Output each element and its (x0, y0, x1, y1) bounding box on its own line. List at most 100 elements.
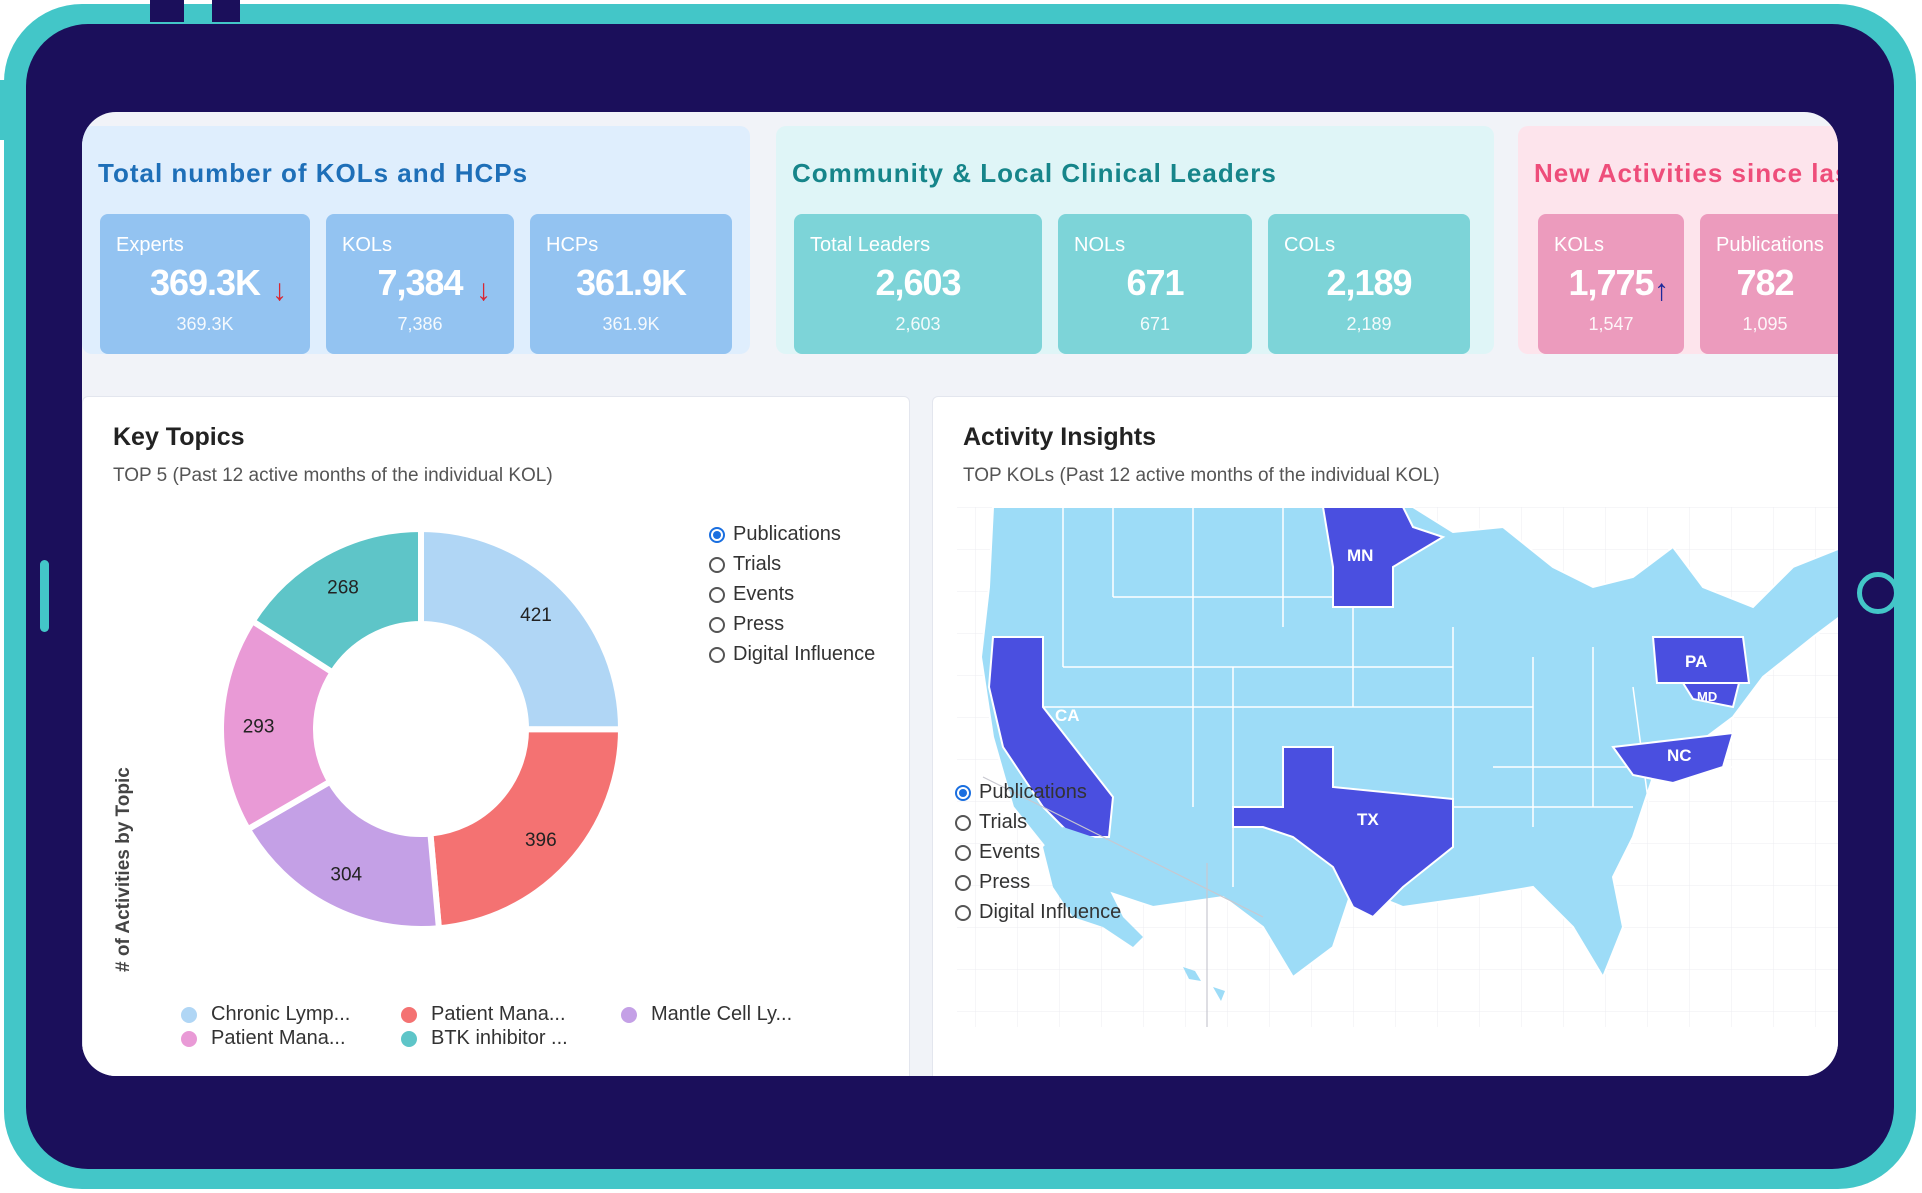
card-label: Experts (116, 234, 184, 256)
card-value: 369.3K (149, 262, 261, 303)
frame-notch (212, 0, 240, 22)
radio-button[interactable] (709, 616, 725, 633)
side-button (40, 560, 49, 632)
card-subvalue: 2,189 (1346, 314, 1392, 334)
radio-option-trials[interactable]: Trials (955, 811, 1027, 834)
slice-value-label: 304 (330, 864, 362, 885)
arrow-down-icon: ↓ (476, 274, 491, 307)
state-ak[interactable] (1043, 827, 1143, 947)
radio-label: Trials (979, 811, 1028, 833)
radio-option-press[interactable]: Press (709, 613, 784, 636)
state-label: CA (1055, 706, 1080, 725)
radio-button[interactable] (955, 874, 971, 891)
legend-label: Mantle Cell Ly... (651, 1003, 793, 1025)
radio-option-publications[interactable]: Publications (709, 523, 841, 546)
card-value: 782 (1736, 262, 1794, 303)
card-subvalue: 1,547 (1588, 314, 1634, 334)
radio-button[interactable] (955, 814, 971, 831)
radio-option-digital-influence[interactable]: Digital Influence (955, 901, 1121, 924)
legend-swatch (401, 1006, 417, 1023)
card-subvalue: 361.9K (602, 314, 660, 334)
card-label: COLs (1284, 234, 1336, 256)
card-label: KOLs (1554, 234, 1605, 256)
kpi-group-title: Community & Local Clinical Leaders (792, 158, 1277, 188)
state-tx[interactable] (1232, 746, 1454, 919)
radio-label: Events (733, 583, 795, 605)
slice-value-label: 421 (520, 605, 552, 626)
radio-option-publications[interactable]: Publications (955, 781, 1087, 804)
card-subvalue: 7,386 (397, 314, 443, 334)
legend-item[interactable]: BTK inhibitor ... (401, 1027, 568, 1050)
legend-label: Chronic Lymp... (211, 1003, 351, 1025)
card-label: KOLs (342, 234, 393, 256)
legend-item[interactable]: Chronic Lymp... (181, 1003, 350, 1026)
radio-option-press[interactable]: Press (955, 871, 1030, 894)
radio-option-events[interactable]: Events (955, 841, 1040, 864)
kpi-group-community: Community & Local Clinical Leaders Total… (776, 126, 1494, 354)
slice-value-label: 293 (243, 716, 275, 737)
frame-edge (0, 80, 22, 140)
state-mn[interactable] (1321, 507, 1446, 608)
legend-item[interactable]: Mantle Cell Ly... (621, 1003, 792, 1026)
radio-button[interactable] (709, 526, 725, 543)
radio-option-digital-influence[interactable]: Digital Influence (709, 643, 875, 666)
donut-slice[interactable] (427, 726, 625, 932)
radio-label: Press (733, 613, 785, 635)
card-label: Publications (1716, 234, 1824, 256)
radio-button[interactable] (955, 784, 971, 801)
kpi-card-new-publications[interactable]: Publications 782 1,095 (1700, 214, 1838, 354)
radio-button[interactable] (709, 586, 725, 603)
legend-item[interactable]: Patient Mana... (401, 1003, 566, 1026)
legend-item[interactable]: Patient Mana... (181, 1027, 346, 1050)
kpi-card-hcps[interactable]: HCPs 361.9K 361.9K (530, 214, 732, 354)
radio-button[interactable] (709, 556, 725, 573)
state-label: MD (1697, 689, 1717, 704)
activity-insights-title: Activity Insights (963, 423, 1157, 451)
kpi-card-new-kols[interactable]: KOLs 1,775 1,547 ↑ (1538, 214, 1684, 354)
kpi-card-cols[interactable]: COLs 2,189 2,189 (1268, 214, 1470, 354)
radio-label: Trials (733, 553, 782, 575)
card-value: 361.9K (575, 262, 687, 303)
state-label: MN (1347, 546, 1373, 565)
radio-label: Digital Influence (979, 901, 1122, 923)
us-map: MN PA MD CA NC TX (957, 507, 1838, 1027)
card-value: 671 (1126, 262, 1184, 303)
radio-option-events[interactable]: Events (709, 583, 794, 606)
kpi-group-title: New Activities since las (1534, 158, 1838, 188)
card-label: Total Leaders (810, 234, 931, 256)
inset-divider (982, 776, 1264, 1027)
donut-slice[interactable] (248, 525, 424, 677)
arrow-down-icon: ↓ (272, 274, 287, 307)
kpi-card-total-leaders[interactable]: Total Leaders 2,603 2,603 (794, 214, 1042, 354)
legend-swatch (181, 1006, 197, 1023)
legend-label: BTK inhibitor ... (431, 1027, 568, 1049)
state-hi[interactable] (1183, 967, 1225, 1001)
kpi-card-kols[interactable]: KOLs 7,384 7,386 ↓ (326, 214, 514, 354)
donut-slice[interactable] (418, 525, 625, 733)
card-subvalue: 2,603 (895, 314, 941, 334)
y-axis-label: # of Activities by Topic (113, 767, 134, 972)
legend-label: Patient Mana... (211, 1027, 346, 1049)
kpi-card-nols[interactable]: NOLs 671 671 (1058, 214, 1252, 354)
radio-button[interactable] (709, 646, 725, 663)
radio-button[interactable] (955, 904, 971, 921)
radio-option-trials[interactable]: Trials (709, 553, 781, 576)
legend-label: Patient Mana... (431, 1003, 566, 1025)
us-states-base[interactable] (979, 507, 1838, 980)
card-value: 2,189 (1326, 262, 1412, 303)
state-label: NC (1667, 746, 1692, 765)
kpi-group-total: Total number of KOLs and HCPs Experts 36… (82, 126, 750, 354)
key-topics-panel: Key Topics TOP 5 (Past 12 active months … (82, 396, 910, 1076)
state-nc[interactable] (1611, 731, 1735, 785)
radio-label: Press (979, 871, 1031, 893)
card-subvalue: 1,095 (1742, 314, 1788, 334)
donut-slice[interactable] (218, 616, 337, 834)
state-md[interactable] (1681, 682, 1741, 709)
radio-label: Publications (733, 523, 841, 545)
kpi-card-experts[interactable]: Experts 369.3K 369.3K ↓ (100, 214, 310, 354)
donut-slice[interactable] (243, 777, 443, 932)
state-pa[interactable] (1651, 636, 1751, 684)
card-label: NOLs (1074, 234, 1126, 256)
radio-button[interactable] (955, 844, 971, 861)
state-label: TX (1357, 810, 1379, 829)
